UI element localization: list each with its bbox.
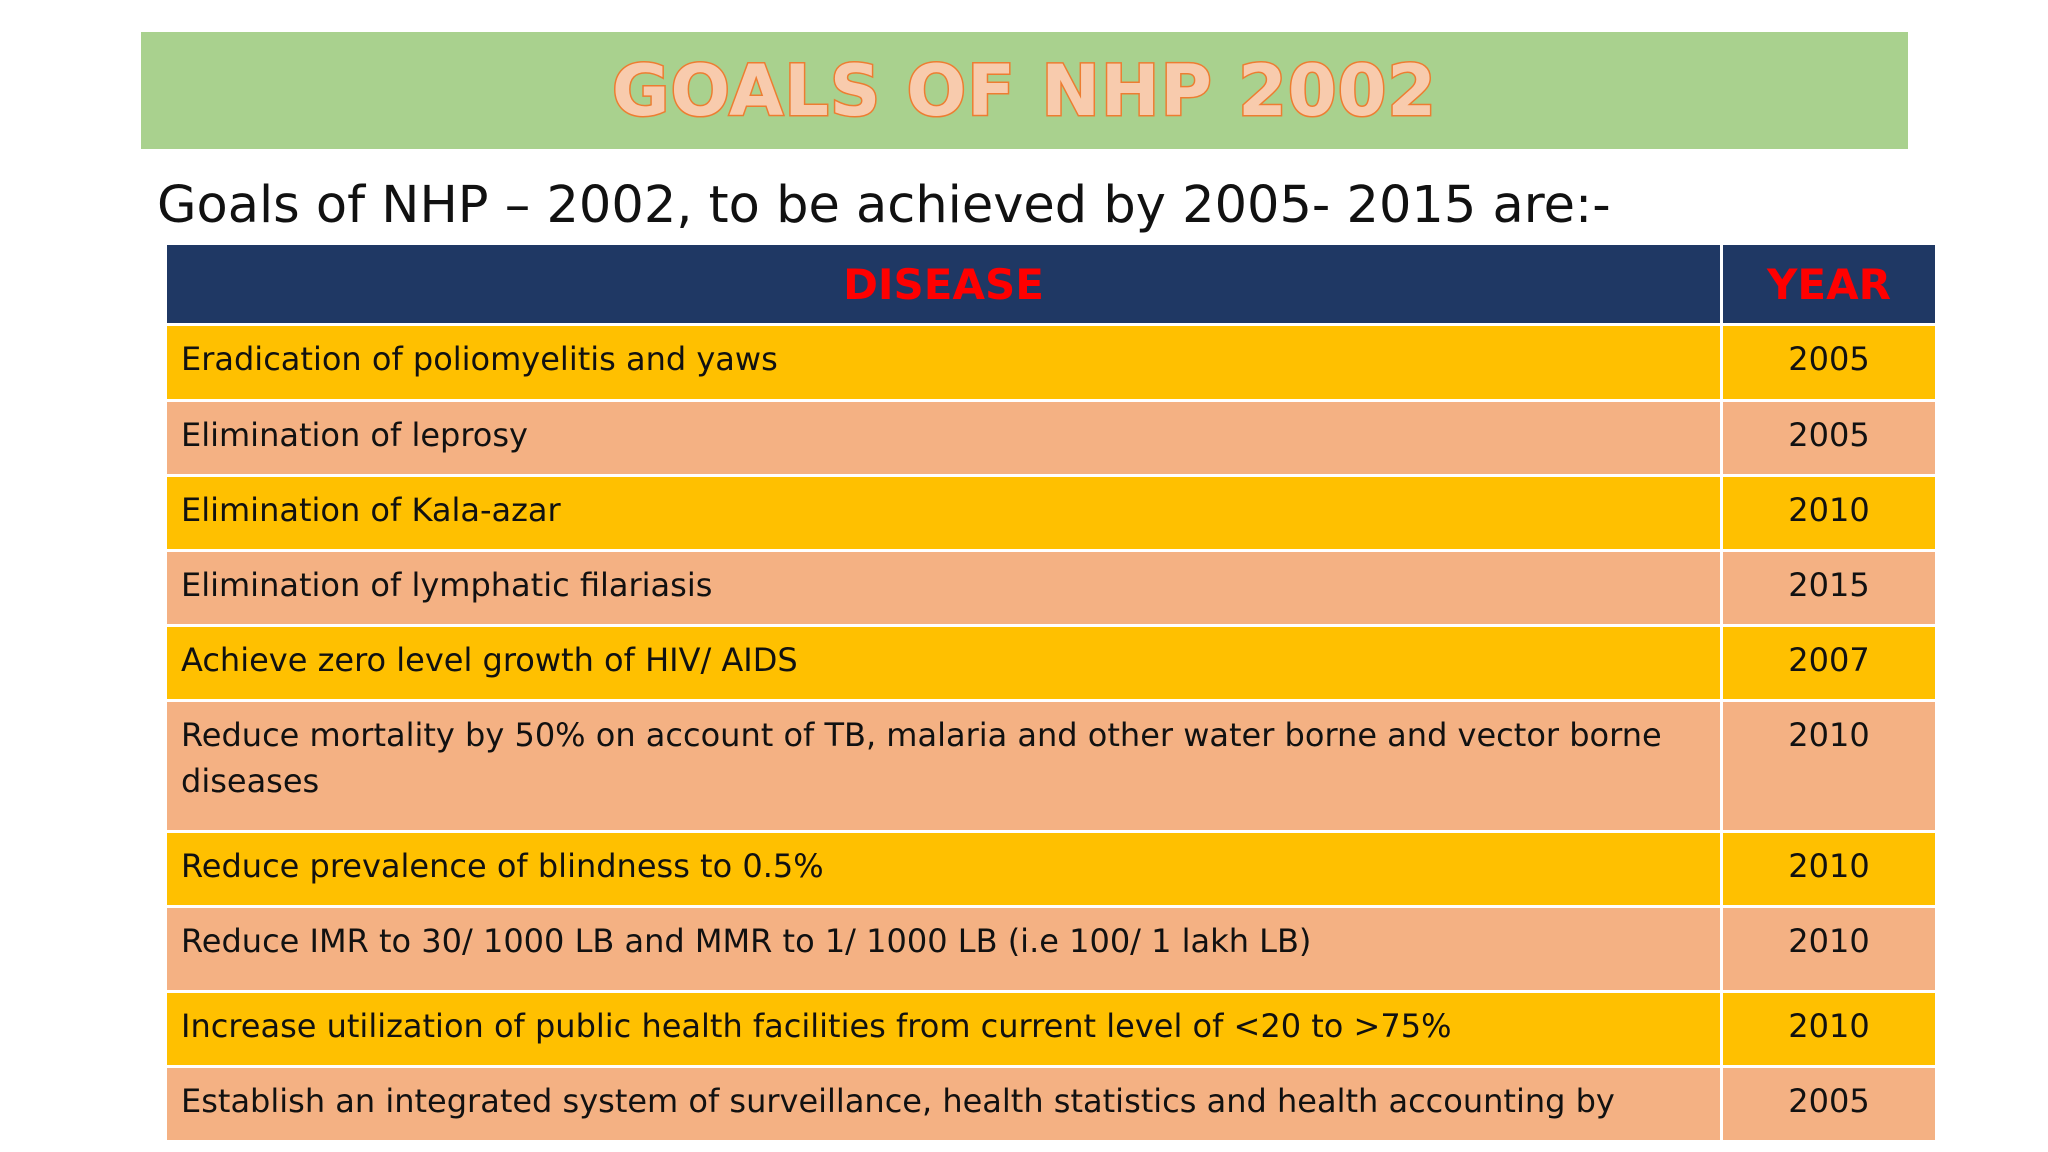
header-year: YEAR [1720,242,1938,326]
year-cell: 2005 [1720,1065,1938,1143]
table-row: Achieve zero level growth of HIV/ AIDS 2… [164,624,1938,702]
disease-cell: Achieve zero level growth of HIV/ AIDS [164,624,1723,702]
year-cell: 2005 [1720,399,1938,477]
header-disease: DISEASE [164,242,1723,326]
slide-subtitle: Goals of NHP – 2002, to be achieved by 2… [157,176,1611,235]
disease-cell: Reduce prevalence of blindness to 0.5% [164,830,1723,908]
table-row: Reduce mortality by 50% on account of TB… [164,699,1938,833]
table-row: Elimination of leprosy 2005 [164,399,1938,477]
disease-cell: Increase utilization of public health fa… [164,990,1723,1068]
year-cell: 2010 [1720,474,1938,552]
year-cell: 2010 [1720,699,1938,833]
goals-table: DISEASE YEAR Eradication of poliomyeliti… [164,242,1938,1143]
disease-cell: Elimination of Kala-azar [164,474,1723,552]
table-row: Elimination of Kala-azar 2010 [164,474,1938,552]
title-bar: GOALS OF NHP 2002 [141,32,1908,149]
disease-cell: Elimination of lymphatic filariasis [164,549,1723,627]
table-row: Elimination of lymphatic filariasis 2015 [164,549,1938,627]
year-cell: 2010 [1720,905,1938,993]
disease-cell: Establish an integrated system of survei… [164,1065,1723,1143]
year-cell: 2007 [1720,624,1938,702]
year-cell: 2010 [1720,830,1938,908]
table-header-row: DISEASE YEAR [164,242,1938,326]
disease-cell: Reduce mortality by 50% on account of TB… [164,699,1723,833]
table-row: Establish an integrated system of survei… [164,1065,1938,1143]
year-cell: 2005 [1720,323,1938,402]
table-row: Eradication of poliomyelitis and yaws 20… [164,323,1938,402]
slide-title: GOALS OF NHP 2002 [610,48,1437,133]
disease-cell: Eradication of poliomyelitis and yaws [164,323,1723,402]
disease-cell: Elimination of leprosy [164,399,1723,477]
year-cell: 2010 [1720,990,1938,1068]
table-row: Increase utilization of public health fa… [164,990,1938,1068]
table-row: Reduce prevalence of blindness to 0.5% 2… [164,830,1938,908]
table-row: Reduce IMR to 30/ 1000 LB and MMR to 1/ … [164,905,1938,993]
year-cell: 2015 [1720,549,1938,627]
disease-cell: Reduce IMR to 30/ 1000 LB and MMR to 1/ … [164,905,1723,993]
